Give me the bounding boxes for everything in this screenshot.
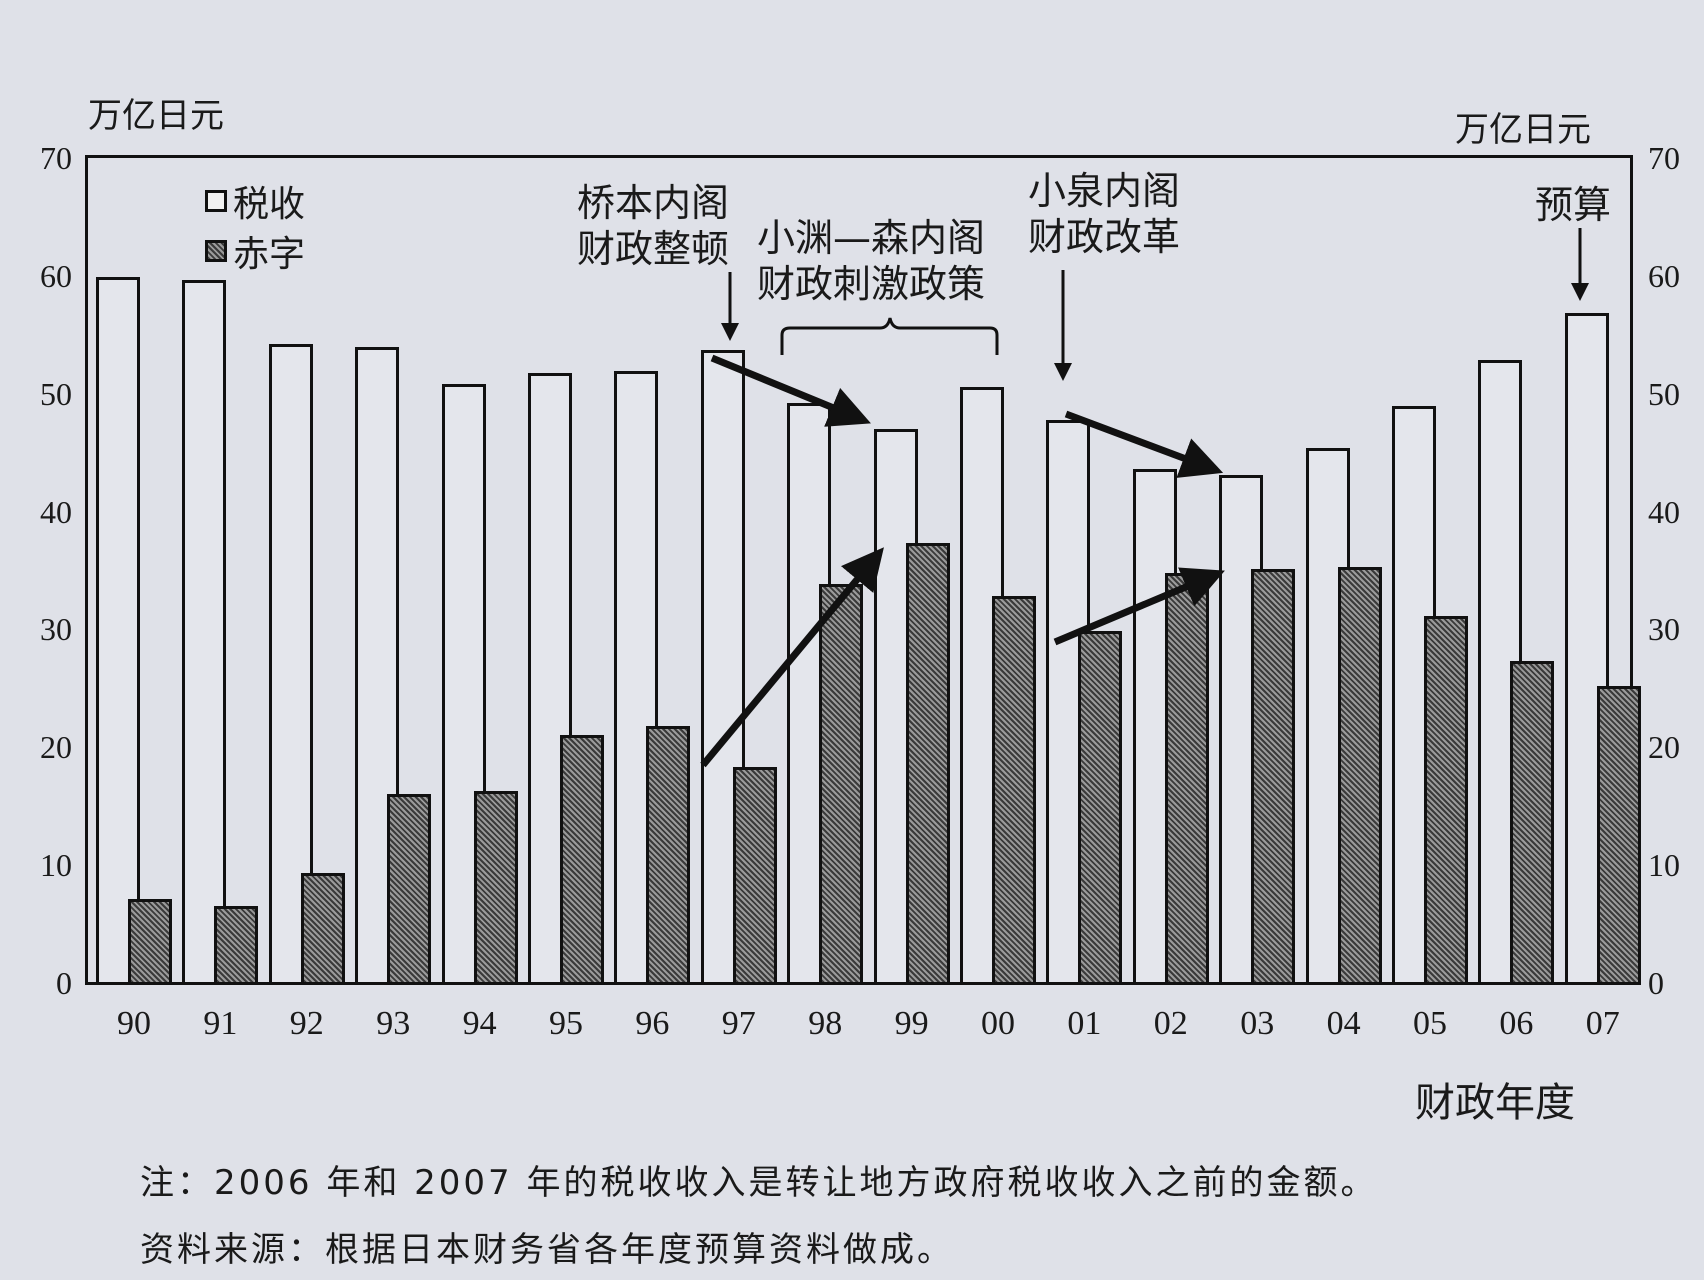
bar-deficit <box>1337 566 1382 985</box>
annotation-line: 预算 <box>1535 183 1612 227</box>
x-tick-label: 04 <box>1326 1005 1361 1042</box>
bar-deficit <box>819 584 864 985</box>
legend-label-deficit: 赤字 <box>233 234 306 275</box>
y-tick-label-left: 50 <box>40 375 72 412</box>
x-axis-title: 财政年度 <box>1415 1080 1575 1126</box>
annotation-koizumi: 小泉内阁 财政改革 <box>1028 168 1180 260</box>
y-tick-label-left: 10 <box>40 847 72 884</box>
annotation-line: 小渊—森内阁 <box>757 216 986 260</box>
x-tick-label: 94 <box>462 1005 497 1042</box>
right-axis-unit: 万亿日元 <box>1455 110 1591 150</box>
y-tick-label-right: 10 <box>1648 847 1680 884</box>
x-tick-label: 02 <box>1153 1005 1188 1042</box>
left-axis-unit: 万亿日元 <box>88 96 224 136</box>
bar-deficit <box>473 790 518 985</box>
source-note: 资料来源：根据日本财务省各年度预算资料做成。 <box>140 1230 954 1270</box>
y-tick-label-right: 0 <box>1648 965 1664 1001</box>
x-tick-label: 03 <box>1240 1005 1275 1042</box>
legend-swatch-deficit <box>205 240 227 262</box>
bar-deficit <box>387 794 432 985</box>
y-tick-label-left: 20 <box>40 729 72 766</box>
legend-item-deficit: 赤字 <box>205 225 305 277</box>
annotation-obuchi-mori: 小渊—森内阁 财政刺激政策 <box>757 215 985 307</box>
bar-deficit <box>905 543 950 985</box>
bar-tax <box>1564 313 1609 985</box>
annotation-line: 桥本内阁 <box>577 181 730 225</box>
x-tick-label: 93 <box>376 1005 411 1042</box>
trend-arrow-icon <box>710 354 871 427</box>
brace-icon <box>780 317 999 355</box>
annotation-line: 财政整顿 <box>577 227 730 271</box>
y-tick-label-left: 40 <box>40 493 72 530</box>
bar-deficit <box>560 735 604 985</box>
x-tick-label: 06 <box>1499 1005 1534 1042</box>
bar-deficit <box>1510 660 1555 985</box>
y-tick-label-left: 0 <box>56 965 72 1001</box>
x-tick-label: 01 <box>1067 1005 1102 1042</box>
x-tick-label: 90 <box>117 1005 151 1042</box>
bar-deficit <box>214 906 259 985</box>
footnote: 注：2006 年和 2007 年的税收收入是转让地方政府税收收入之前的金额。 <box>140 1163 1378 1203</box>
x-tick-label: 98 <box>808 1005 843 1042</box>
legend-swatch-tax <box>205 190 227 212</box>
trend-arrow-icon <box>1064 410 1224 478</box>
y-tick-label-right: 50 <box>1648 375 1680 412</box>
annotation-line: 财政改革 <box>1028 215 1181 259</box>
bar-deficit <box>992 596 1036 985</box>
legend-label-tax: 税收 <box>233 184 306 225</box>
annotation-budget: 预算 <box>1535 182 1611 228</box>
x-tick-label: 95 <box>549 1005 583 1042</box>
bar-deficit <box>1424 616 1468 985</box>
bar-deficit <box>128 898 172 985</box>
y-tick-label-right: 60 <box>1648 257 1680 294</box>
x-tick-label: 00 <box>981 1005 1015 1042</box>
annotation-line: 小泉内阁 <box>1028 169 1181 213</box>
x-tick-label: 07 <box>1585 1005 1620 1042</box>
legend-item-tax: 税收 <box>205 175 305 227</box>
bar-deficit <box>300 873 345 985</box>
y-tick-label-right: 30 <box>1648 611 1680 648</box>
annotation-line: 财政刺激政策 <box>757 262 986 306</box>
y-tick-label-right: 40 <box>1648 493 1680 530</box>
bar-deficit <box>1078 631 1123 985</box>
bar-deficit <box>1251 568 1296 985</box>
bar-deficit <box>1596 685 1641 985</box>
bar-tax <box>182 280 227 985</box>
bar-tax <box>96 276 140 985</box>
x-tick-label: 91 <box>203 1005 238 1042</box>
trend-arrow-icon <box>700 547 884 768</box>
y-tick-label-left: 30 <box>40 611 72 648</box>
x-tick-label: 05 <box>1413 1005 1447 1042</box>
x-tick-label: 96 <box>635 1005 670 1042</box>
bar-deficit <box>1164 572 1209 985</box>
y-tick-label-left: 70 <box>40 140 72 176</box>
y-tick-label-right: 20 <box>1648 729 1680 766</box>
trend-arrow-icon <box>1053 567 1225 646</box>
bar-deficit <box>732 766 777 985</box>
x-tick-label: 92 <box>289 1005 324 1042</box>
x-tick-label: 97 <box>721 1005 756 1042</box>
y-tick-label-right: 70 <box>1648 140 1680 176</box>
annotation-hashimoto: 桥本内阁 财政整顿 <box>577 180 729 272</box>
x-tick-label: 99 <box>894 1005 929 1042</box>
y-tick-label-left: 60 <box>40 257 72 294</box>
bar-deficit <box>646 725 691 985</box>
